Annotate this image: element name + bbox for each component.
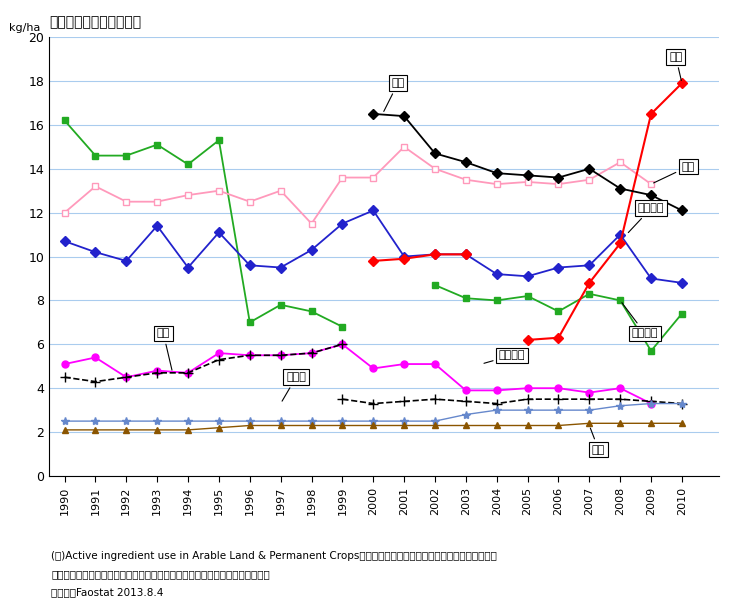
Text: kg/ha: kg/ha bbox=[9, 23, 40, 33]
Text: 英国: 英国 bbox=[157, 328, 172, 370]
Text: 中国: 中国 bbox=[669, 52, 683, 81]
Text: 米国: 米国 bbox=[590, 428, 606, 455]
Text: イタリア: イタリア bbox=[622, 303, 658, 338]
Text: オランダ: オランダ bbox=[628, 203, 664, 232]
Text: 韓国: 韓国 bbox=[653, 161, 695, 183]
Text: フランス: フランス bbox=[484, 350, 526, 363]
Text: (注)Active ingredient use in Arable Land & Permanent Crops（耕地面積当たりの有効成分換算農薬使用量）。: (注)Active ingredient use in Arable Land … bbox=[51, 551, 497, 561]
Text: ドイツ: ドイツ bbox=[282, 372, 306, 401]
Text: （資料）Faostat 2013.8.4: （資料）Faostat 2013.8.4 bbox=[51, 587, 164, 597]
Text: 日本: 日本 bbox=[384, 78, 404, 111]
Text: 主要国の農薬使用量推移: 主要国の農薬使用量推移 bbox=[49, 15, 141, 29]
Text: 農薬は農業用のみ（林野・公園・ゴルフ場など非農業用の農薬を除く）。: 農薬は農業用のみ（林野・公園・ゴルフ場など非農業用の農薬を除く）。 bbox=[51, 569, 270, 579]
